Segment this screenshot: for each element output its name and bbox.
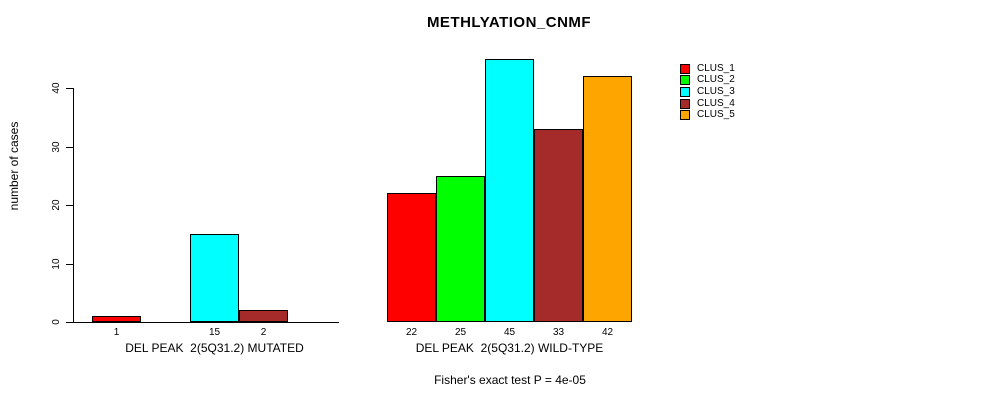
y-tick-mark (66, 88, 73, 89)
y-tick-mark (66, 205, 73, 206)
bar-value-label: 25 (454, 327, 467, 338)
legend-label: CLUS_5 (697, 109, 735, 121)
x-axis-baseline-left-group (73, 322, 339, 323)
bar-clus_1-group1 (92, 316, 141, 322)
legend-label: CLUS_1 (697, 62, 735, 74)
y-tick-label: 10 (51, 258, 62, 270)
group-label-mutated: DEL PEAK 2(5Q31.2) MUTATED (125, 341, 304, 355)
legend-swatch-icon (680, 98, 690, 109)
bar-value-label: 2 (260, 327, 267, 338)
bar-value-label: 1 (113, 327, 120, 338)
bar-value-label: 22 (405, 327, 418, 338)
legend-swatch-icon (680, 75, 690, 86)
y-tick-label: 40 (51, 82, 62, 94)
y-axis-line (73, 88, 74, 323)
legend-row: CLUS_2 (680, 75, 735, 87)
legend-label: CLUS_4 (697, 97, 735, 109)
bar-clus_3-group2 (485, 59, 534, 322)
bar-clus_3-group1 (190, 234, 239, 322)
legend-row: CLUS_4 (680, 98, 735, 110)
y-tick-mark (66, 264, 73, 265)
bar-value-label: 45 (503, 327, 516, 338)
group-label-wild-type: DEL PEAK 2(5Q31.2) WILD-TYPE (415, 341, 604, 355)
legend-label: CLUS_3 (697, 85, 735, 97)
legend-swatch-icon (680, 63, 690, 74)
legend-row: CLUS_5 (680, 109, 735, 121)
legend: CLUS_1 CLUS_2 CLUS_3 CLUS_4 CLUS_5 (680, 63, 735, 121)
y-tick-label: 0 (51, 319, 62, 325)
y-tick-mark (66, 322, 73, 323)
legend-swatch-icon (680, 86, 690, 97)
bar-clus_1-group2 (387, 193, 436, 322)
y-tick-label: 20 (51, 199, 62, 211)
y-axis-title: number of cases (7, 121, 21, 211)
bar-clus_2-group2 (436, 176, 485, 322)
bar-value-label: 42 (601, 327, 614, 338)
bar-value-label: 33 (552, 327, 565, 338)
chart-title: METHLYATION_CNMF (426, 14, 592, 31)
bar-clus_4-group2 (534, 129, 583, 322)
y-tick-mark (66, 147, 73, 148)
y-tick-label: 30 (51, 141, 62, 153)
fisher-test-annotation: Fisher's exact test P = 4e-05 (434, 373, 586, 387)
legend-swatch-icon (680, 110, 690, 121)
legend-row: CLUS_1 (680, 63, 735, 75)
bar-clus_5-group2 (583, 76, 632, 322)
bar-clus_4-group1 (239, 310, 288, 322)
legend-row: CLUS_3 (680, 86, 735, 98)
bar-value-label: 15 (208, 327, 221, 338)
legend-label: CLUS_2 (697, 74, 735, 86)
